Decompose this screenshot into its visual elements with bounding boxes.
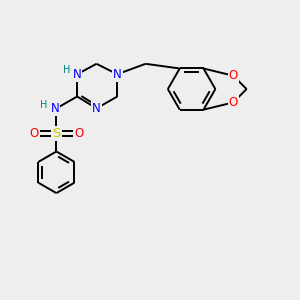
Text: N: N	[73, 68, 82, 81]
Text: N: N	[113, 68, 122, 81]
Text: N: N	[50, 102, 59, 115]
Text: O: O	[29, 127, 39, 140]
Text: O: O	[229, 69, 238, 82]
Text: H: H	[40, 100, 48, 110]
Text: S: S	[52, 127, 61, 140]
Text: N: N	[92, 102, 101, 115]
Text: O: O	[229, 96, 238, 109]
Text: H: H	[63, 65, 70, 75]
Text: O: O	[74, 127, 83, 140]
